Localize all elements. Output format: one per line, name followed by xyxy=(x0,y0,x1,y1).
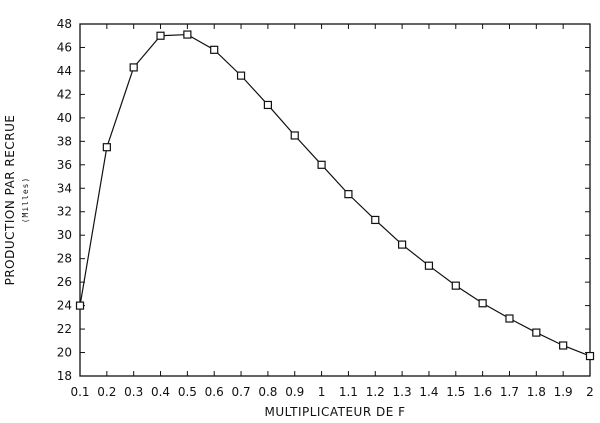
y-axis-unit: (Milles) xyxy=(21,177,30,224)
x-tick-label: 0.4 xyxy=(151,385,170,399)
data-point-marker xyxy=(75,301,85,310)
x-tick-label: 0.1 xyxy=(70,385,89,399)
y-tick-label: 28 xyxy=(57,252,72,266)
y-tick-label: 26 xyxy=(57,275,72,289)
data-point-marker xyxy=(129,63,138,72)
data-point-marker xyxy=(156,31,165,40)
x-tick-label: 0.9 xyxy=(285,385,304,399)
y-tick-label: 18 xyxy=(57,369,72,383)
x-tick-label: 1 xyxy=(318,385,326,399)
y-tick-label: 20 xyxy=(57,346,72,360)
y-tick-label: 30 xyxy=(57,228,72,242)
x-tick-label: 1.6 xyxy=(473,385,492,399)
x-tick-label: 0.7 xyxy=(232,385,251,399)
x-tick-label: 1.4 xyxy=(419,385,438,399)
data-point-marker xyxy=(532,328,541,337)
data-point-marker xyxy=(505,314,514,323)
x-tick-label: 2 xyxy=(586,385,594,399)
y-tick-label: 32 xyxy=(57,205,72,219)
x-tick-label: 0.5 xyxy=(178,385,197,399)
series-line xyxy=(79,33,591,357)
x-tick-label: 1.3 xyxy=(393,385,412,399)
data-point-marker xyxy=(102,143,111,152)
y-tick-label: 36 xyxy=(57,158,72,172)
y-tick-label: 22 xyxy=(57,322,72,336)
data-point-marker xyxy=(559,341,568,350)
x-tick-label: 0.2 xyxy=(97,385,116,399)
data-point-marker xyxy=(451,281,460,290)
data-point-marker xyxy=(317,160,326,169)
y-tick-label: 24 xyxy=(57,299,72,313)
data-point-marker xyxy=(210,45,219,54)
data-point-marker xyxy=(263,100,272,110)
data-point-marker xyxy=(478,299,487,308)
y-tick-label: 48 xyxy=(57,17,72,31)
x-tick-label: 0.6 xyxy=(205,385,224,399)
x-tick-label: 0.3 xyxy=(124,385,143,399)
x-axis-title: MULTIPLICATEUR DE F xyxy=(264,405,405,419)
series-group xyxy=(75,30,595,361)
data-point-marker xyxy=(344,190,353,199)
data-point-marker xyxy=(371,215,380,225)
x-tick-label: 1.1 xyxy=(339,385,358,399)
x-tick-label: 1.9 xyxy=(554,385,573,399)
x-tick-label: 0.8 xyxy=(258,385,277,399)
data-point-marker xyxy=(183,30,192,39)
data-point-marker xyxy=(290,131,299,140)
y-tick-label: 34 xyxy=(57,181,72,195)
x-tick-label: 1.2 xyxy=(366,385,385,399)
x-tick-label: 1.8 xyxy=(527,385,546,399)
data-point-marker xyxy=(236,71,246,80)
x-tick-label: 1.5 xyxy=(446,385,465,399)
data-point-marker xyxy=(424,261,434,270)
x-axis: 0.1 0.2 0.3 0.4 0.5 0.6 0.7 0.8 0.9 1 1.1 1.2 1.3 1.4… xyxy=(70,24,594,399)
y-tick-label: 46 xyxy=(57,40,72,54)
data-point-marker xyxy=(398,240,407,249)
plot-frame xyxy=(79,23,591,377)
y-axis-title: PRODUCTION PAR RECRUE xyxy=(3,115,17,286)
data-point-marker xyxy=(585,351,595,361)
y-tick-label: 44 xyxy=(57,64,72,78)
x-tick-label: 1.7 xyxy=(500,385,519,399)
y-axis: 18 20 22 24 26 28 30 32 34 36 38 40 42 44 46 48 xyxy=(57,17,590,383)
y-tick-label: 42 xyxy=(57,87,72,101)
y-tick-label: 40 xyxy=(57,111,72,125)
y-tick-label: 38 xyxy=(57,134,72,148)
